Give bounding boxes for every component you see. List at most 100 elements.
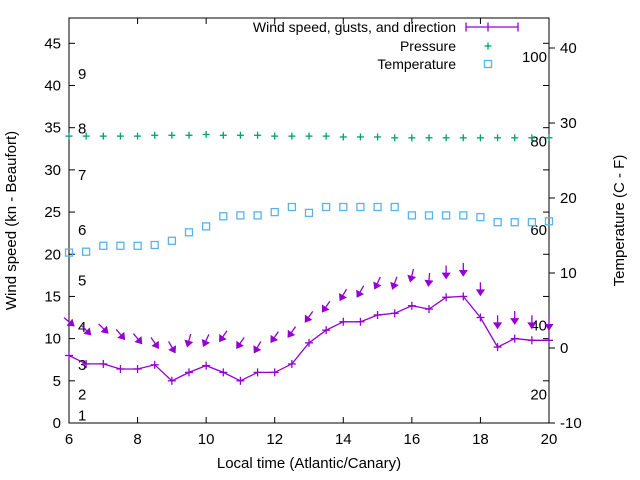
wind-speed-point bbox=[133, 365, 142, 373]
right-inner-scale-label: 40 bbox=[530, 317, 547, 334]
beaufort-band-label: 3 bbox=[78, 357, 86, 374]
arrow-head bbox=[100, 325, 109, 334]
wind-direction-arrow bbox=[81, 325, 92, 336]
legend-label: Temperature bbox=[377, 56, 456, 72]
y-axis-tick-label: 20 bbox=[44, 246, 61, 263]
temperature-point bbox=[476, 212, 485, 222]
wind-speed-point bbox=[287, 359, 296, 368]
temperature-point bbox=[356, 202, 365, 212]
y-axis-tick-label: 15 bbox=[44, 288, 61, 305]
wind-speed-point bbox=[99, 359, 108, 368]
beaufort-band-label: 8 bbox=[78, 121, 86, 138]
y2-axis-tick-label: 30 bbox=[560, 115, 577, 132]
arrow-head bbox=[201, 338, 211, 348]
pressure-point bbox=[116, 132, 124, 140]
right-inner-scale-label: 60 bbox=[530, 222, 547, 239]
arrow-head bbox=[544, 324, 554, 331]
plot-frame bbox=[68, 17, 550, 424]
pressure-point bbox=[545, 134, 553, 142]
pressure-point bbox=[82, 132, 90, 140]
pressure-point bbox=[185, 131, 193, 139]
arrow-head bbox=[287, 329, 296, 338]
pressure-point bbox=[408, 134, 416, 142]
temperature-point bbox=[64, 248, 74, 257]
wind-speed-point bbox=[202, 361, 211, 370]
arrow-head bbox=[339, 293, 347, 302]
wind-speed-point bbox=[442, 293, 451, 302]
temperature-point bbox=[287, 202, 297, 212]
temperature-point bbox=[527, 218, 537, 227]
pressure-point bbox=[322, 132, 330, 140]
arrow-head bbox=[321, 304, 330, 313]
right-inner-scale-label: 80 bbox=[530, 133, 547, 150]
y-axis-tick-label: 40 bbox=[44, 78, 61, 95]
y-axis-tick-label: 10 bbox=[44, 331, 61, 348]
wind-speed-point bbox=[82, 359, 91, 368]
pressure-point bbox=[151, 131, 159, 139]
wind-speed-point bbox=[339, 317, 348, 326]
arrow-head bbox=[219, 333, 227, 343]
wind-speed-point bbox=[185, 368, 193, 377]
wind-speed-point bbox=[493, 343, 502, 352]
temperature-point bbox=[407, 211, 417, 220]
y-axis-title: Wind speed (kn - Beaufort) bbox=[3, 131, 20, 310]
arrow-head bbox=[527, 322, 537, 330]
temperature-point bbox=[441, 211, 451, 220]
wind-direction-arrow bbox=[184, 333, 194, 348]
wind-direction-arrow bbox=[407, 268, 417, 283]
wind-direction-arrow bbox=[253, 341, 262, 354]
wind-direction-arrow bbox=[201, 334, 211, 348]
wind-direction-arrow bbox=[270, 331, 279, 344]
arrow-head bbox=[407, 274, 417, 283]
pressure-point bbox=[65, 132, 73, 140]
arrow-head bbox=[441, 272, 451, 280]
temperature-point bbox=[133, 241, 142, 250]
x-axis-tick-label: 20 bbox=[541, 431, 558, 448]
temperature-point bbox=[201, 222, 211, 231]
legend-label: Pressure bbox=[400, 38, 456, 54]
pressure-point bbox=[134, 132, 142, 140]
pressure-point bbox=[236, 131, 244, 139]
pressure-point bbox=[168, 131, 176, 139]
arrow-head bbox=[304, 314, 313, 323]
temperature-point bbox=[339, 202, 348, 212]
beaufort-band-label: 4 bbox=[78, 319, 86, 336]
x-axis-tick-label: 12 bbox=[266, 431, 283, 448]
legend-swatch-square bbox=[483, 59, 493, 69]
arrow-head bbox=[184, 339, 194, 348]
wind-direction-arrow bbox=[132, 333, 143, 345]
wind-direction-arrow bbox=[168, 341, 177, 354]
temperature-point bbox=[373, 202, 382, 212]
temperature-point bbox=[253, 211, 262, 220]
y-axis-tick-label: 45 bbox=[44, 35, 61, 52]
y-axis-tick-label: 5 bbox=[53, 373, 61, 390]
wind-speed-point bbox=[253, 368, 262, 377]
arrow-head bbox=[458, 270, 468, 277]
wind-speed-point bbox=[116, 365, 125, 373]
y-axis-tick-label: 0 bbox=[53, 415, 61, 432]
temperature-point bbox=[544, 217, 554, 226]
wind-speed-point bbox=[425, 305, 433, 314]
y-axis-tick-label: 25 bbox=[44, 204, 61, 221]
pressure-point bbox=[254, 131, 262, 139]
arrow-head bbox=[424, 279, 434, 287]
wind-direction-arrow bbox=[458, 262, 468, 277]
wind-speed-point bbox=[476, 313, 485, 322]
wind-speed-point bbox=[545, 336, 553, 345]
temperature-point bbox=[510, 218, 519, 227]
arrow-head bbox=[390, 281, 399, 290]
beaufort-band-label: 6 bbox=[78, 222, 86, 239]
wind-speed-point bbox=[236, 376, 245, 385]
pressure-point bbox=[528, 134, 536, 142]
arrow-head bbox=[373, 281, 382, 290]
wind-direction-arrow bbox=[424, 273, 434, 287]
temperature-point bbox=[321, 202, 331, 212]
beaufort-band-label: 5 bbox=[78, 273, 86, 290]
x-axis-tick-label: 18 bbox=[472, 431, 489, 448]
y2-axis-tick-label: -10 bbox=[560, 415, 582, 432]
beaufort-band-label: 1 bbox=[78, 408, 86, 425]
legend-label: Wind speed, gusts, and direction bbox=[253, 19, 456, 35]
wind-speed-point bbox=[527, 336, 536, 345]
